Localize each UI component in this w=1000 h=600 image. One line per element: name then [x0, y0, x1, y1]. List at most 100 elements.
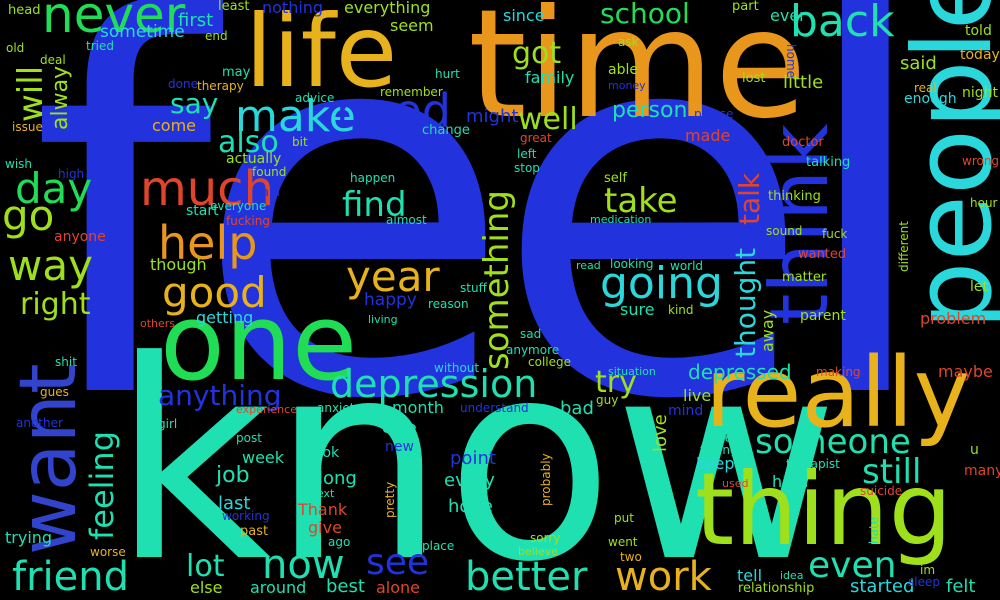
word-situation: situation: [608, 365, 656, 378]
word-away: away: [758, 309, 777, 352]
word-told: told: [965, 23, 992, 39]
word-anything: anything: [158, 379, 282, 412]
word-worse: worse: [90, 545, 126, 559]
word-getting: getting: [196, 308, 254, 327]
word-said: said: [900, 53, 937, 74]
word-happy: happy: [364, 290, 417, 310]
word-anxiety: anxiety: [317, 401, 362, 415]
word-since: since: [503, 6, 545, 25]
word-self: self: [604, 171, 627, 186]
word-guy: guy: [596, 393, 619, 407]
word-least: least: [218, 0, 250, 14]
word-everyone: everyone: [210, 199, 267, 213]
word-real: real: [914, 81, 937, 95]
word-found: found: [252, 165, 287, 179]
word-next: next: [310, 487, 335, 500]
word-school: school: [600, 0, 690, 30]
word-almost: almost: [386, 213, 427, 227]
word-love: love: [650, 414, 671, 452]
word-mind: mind: [668, 403, 704, 419]
word-depressed: depressed: [688, 360, 792, 384]
word-u: u: [970, 442, 979, 458]
word-tell: tell: [737, 566, 763, 585]
word-sad: sad: [520, 327, 542, 341]
word-may: may: [222, 65, 251, 80]
word-shit: shit: [55, 355, 77, 369]
word-probably: probably: [539, 453, 553, 506]
word-better: better: [465, 554, 588, 600]
word-old: old: [6, 41, 25, 55]
word-talk: talk: [733, 172, 766, 225]
word-never: never: [42, 0, 186, 44]
word-actually: actually: [226, 151, 282, 167]
word-idea: idea: [780, 569, 804, 582]
word-ask: ask: [618, 35, 639, 49]
word-hard: hard: [772, 472, 809, 491]
word-able: able: [608, 62, 638, 78]
word-home: home: [784, 44, 798, 79]
word-point: point: [450, 448, 496, 469]
word-let: let: [970, 279, 988, 295]
word-live: live: [683, 386, 712, 405]
word-college: college: [528, 355, 571, 369]
word-last: last: [218, 493, 251, 514]
word-still: still: [862, 452, 922, 492]
word-way: way: [8, 241, 93, 290]
word-someone: someone: [755, 422, 911, 462]
word-alway: alway: [48, 65, 73, 130]
word-best: best: [326, 576, 365, 597]
word-wish: wish: [5, 157, 33, 171]
word-sometime: sometime: [100, 22, 185, 42]
word-reason: reason: [428, 297, 469, 311]
word-everything: everything: [344, 0, 431, 17]
word-another: another: [16, 416, 63, 430]
word-end: end: [205, 29, 228, 43]
word-place: place: [422, 539, 455, 553]
word-read: read: [576, 259, 601, 272]
word-help: help: [158, 216, 258, 270]
word-every: every: [444, 470, 495, 491]
word-ever: ever: [770, 6, 806, 25]
word-find: find: [342, 185, 407, 225]
word-matter: matter: [782, 270, 827, 285]
word-really: really: [705, 337, 971, 449]
word-many: many: [964, 463, 1000, 479]
word-making: making: [816, 365, 861, 379]
word-ago: ago: [328, 535, 351, 549]
word-thought: thought: [729, 247, 762, 358]
word-went: went: [608, 535, 638, 549]
word-nothing: nothing: [262, 0, 324, 17]
word-problem: problem: [920, 309, 987, 328]
word-high: high: [58, 167, 85, 181]
word-day: day: [15, 164, 93, 213]
word-feel: feel: [30, 0, 937, 513]
word-world: world: [670, 259, 704, 273]
word-fucking: fucking: [226, 214, 270, 228]
word-maybe: maybe: [938, 362, 993, 381]
word-know: know: [112, 302, 839, 600]
word-bad: bad: [560, 398, 594, 419]
word-work: work: [615, 554, 712, 600]
word-though: though: [150, 255, 207, 274]
word-without: without: [434, 361, 480, 375]
word-stuff: stuff: [460, 281, 487, 295]
word-take: take: [604, 181, 678, 221]
word-put: put: [614, 511, 634, 525]
word-living: living: [368, 313, 398, 326]
word-go: go: [2, 191, 55, 240]
word-head: head: [8, 3, 41, 18]
word-family: family: [525, 68, 575, 87]
word-look: look: [310, 445, 340, 461]
word-got: got: [512, 36, 562, 71]
word-month: month: [392, 398, 444, 417]
word-lost: lost: [742, 71, 766, 86]
word-deal: deal: [40, 53, 66, 67]
word-girl: girl: [158, 417, 178, 431]
word-sound: sound: [766, 224, 803, 238]
word-kind: kind: [668, 303, 694, 317]
word-job: job: [216, 463, 250, 488]
word-different: different: [897, 221, 911, 272]
word-give: give: [308, 518, 342, 537]
word-part: part: [732, 0, 759, 14]
word-hope: hope: [448, 496, 493, 517]
